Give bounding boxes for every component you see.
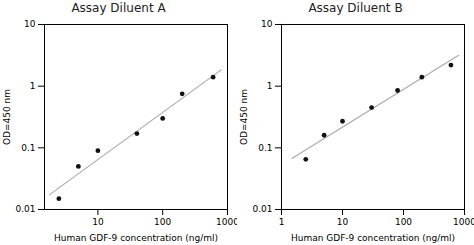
svg-text:Human GDF-9 concentration (ng/: Human GDF-9 concentration (ng/ml) <box>291 233 455 243</box>
svg-text:1: 1 <box>30 81 36 91</box>
html-text:Assay Diluent B: Assay Diluent B <box>308 1 403 15</box>
svg-text:1: 1 <box>267 81 273 91</box>
svg-text:0.01: 0.01 <box>15 204 35 214</box>
svg-text:10: 10 <box>261 19 273 29</box>
svg-text:100: 100 <box>154 217 171 227</box>
svg-text:0.1: 0.1 <box>258 143 272 153</box>
svg-text:1000: 1000 <box>216 217 237 227</box>
svg-text:10: 10 <box>24 19 36 29</box>
html-text:Assay Diluent A: Assay Diluent A <box>71 1 166 15</box>
svg-text:10: 10 <box>337 217 349 227</box>
svg-text:1000: 1000 <box>453 217 474 227</box>
svg-text:OD=450 nm: OD=450 nm <box>239 89 249 145</box>
svg-text:OD=450 nm: OD=450 nm <box>2 89 12 145</box>
svg-text:10: 10 <box>92 217 104 227</box>
svg-text:0.01: 0.01 <box>252 204 272 214</box>
svg-text:1: 1 <box>279 217 285 227</box>
svg-text:Human GDF-9 concentration (ng/: Human GDF-9 concentration (ng/ml) <box>54 233 218 243</box>
svg-text:100: 100 <box>395 217 412 227</box>
svg-text:0.1: 0.1 <box>21 143 35 153</box>
